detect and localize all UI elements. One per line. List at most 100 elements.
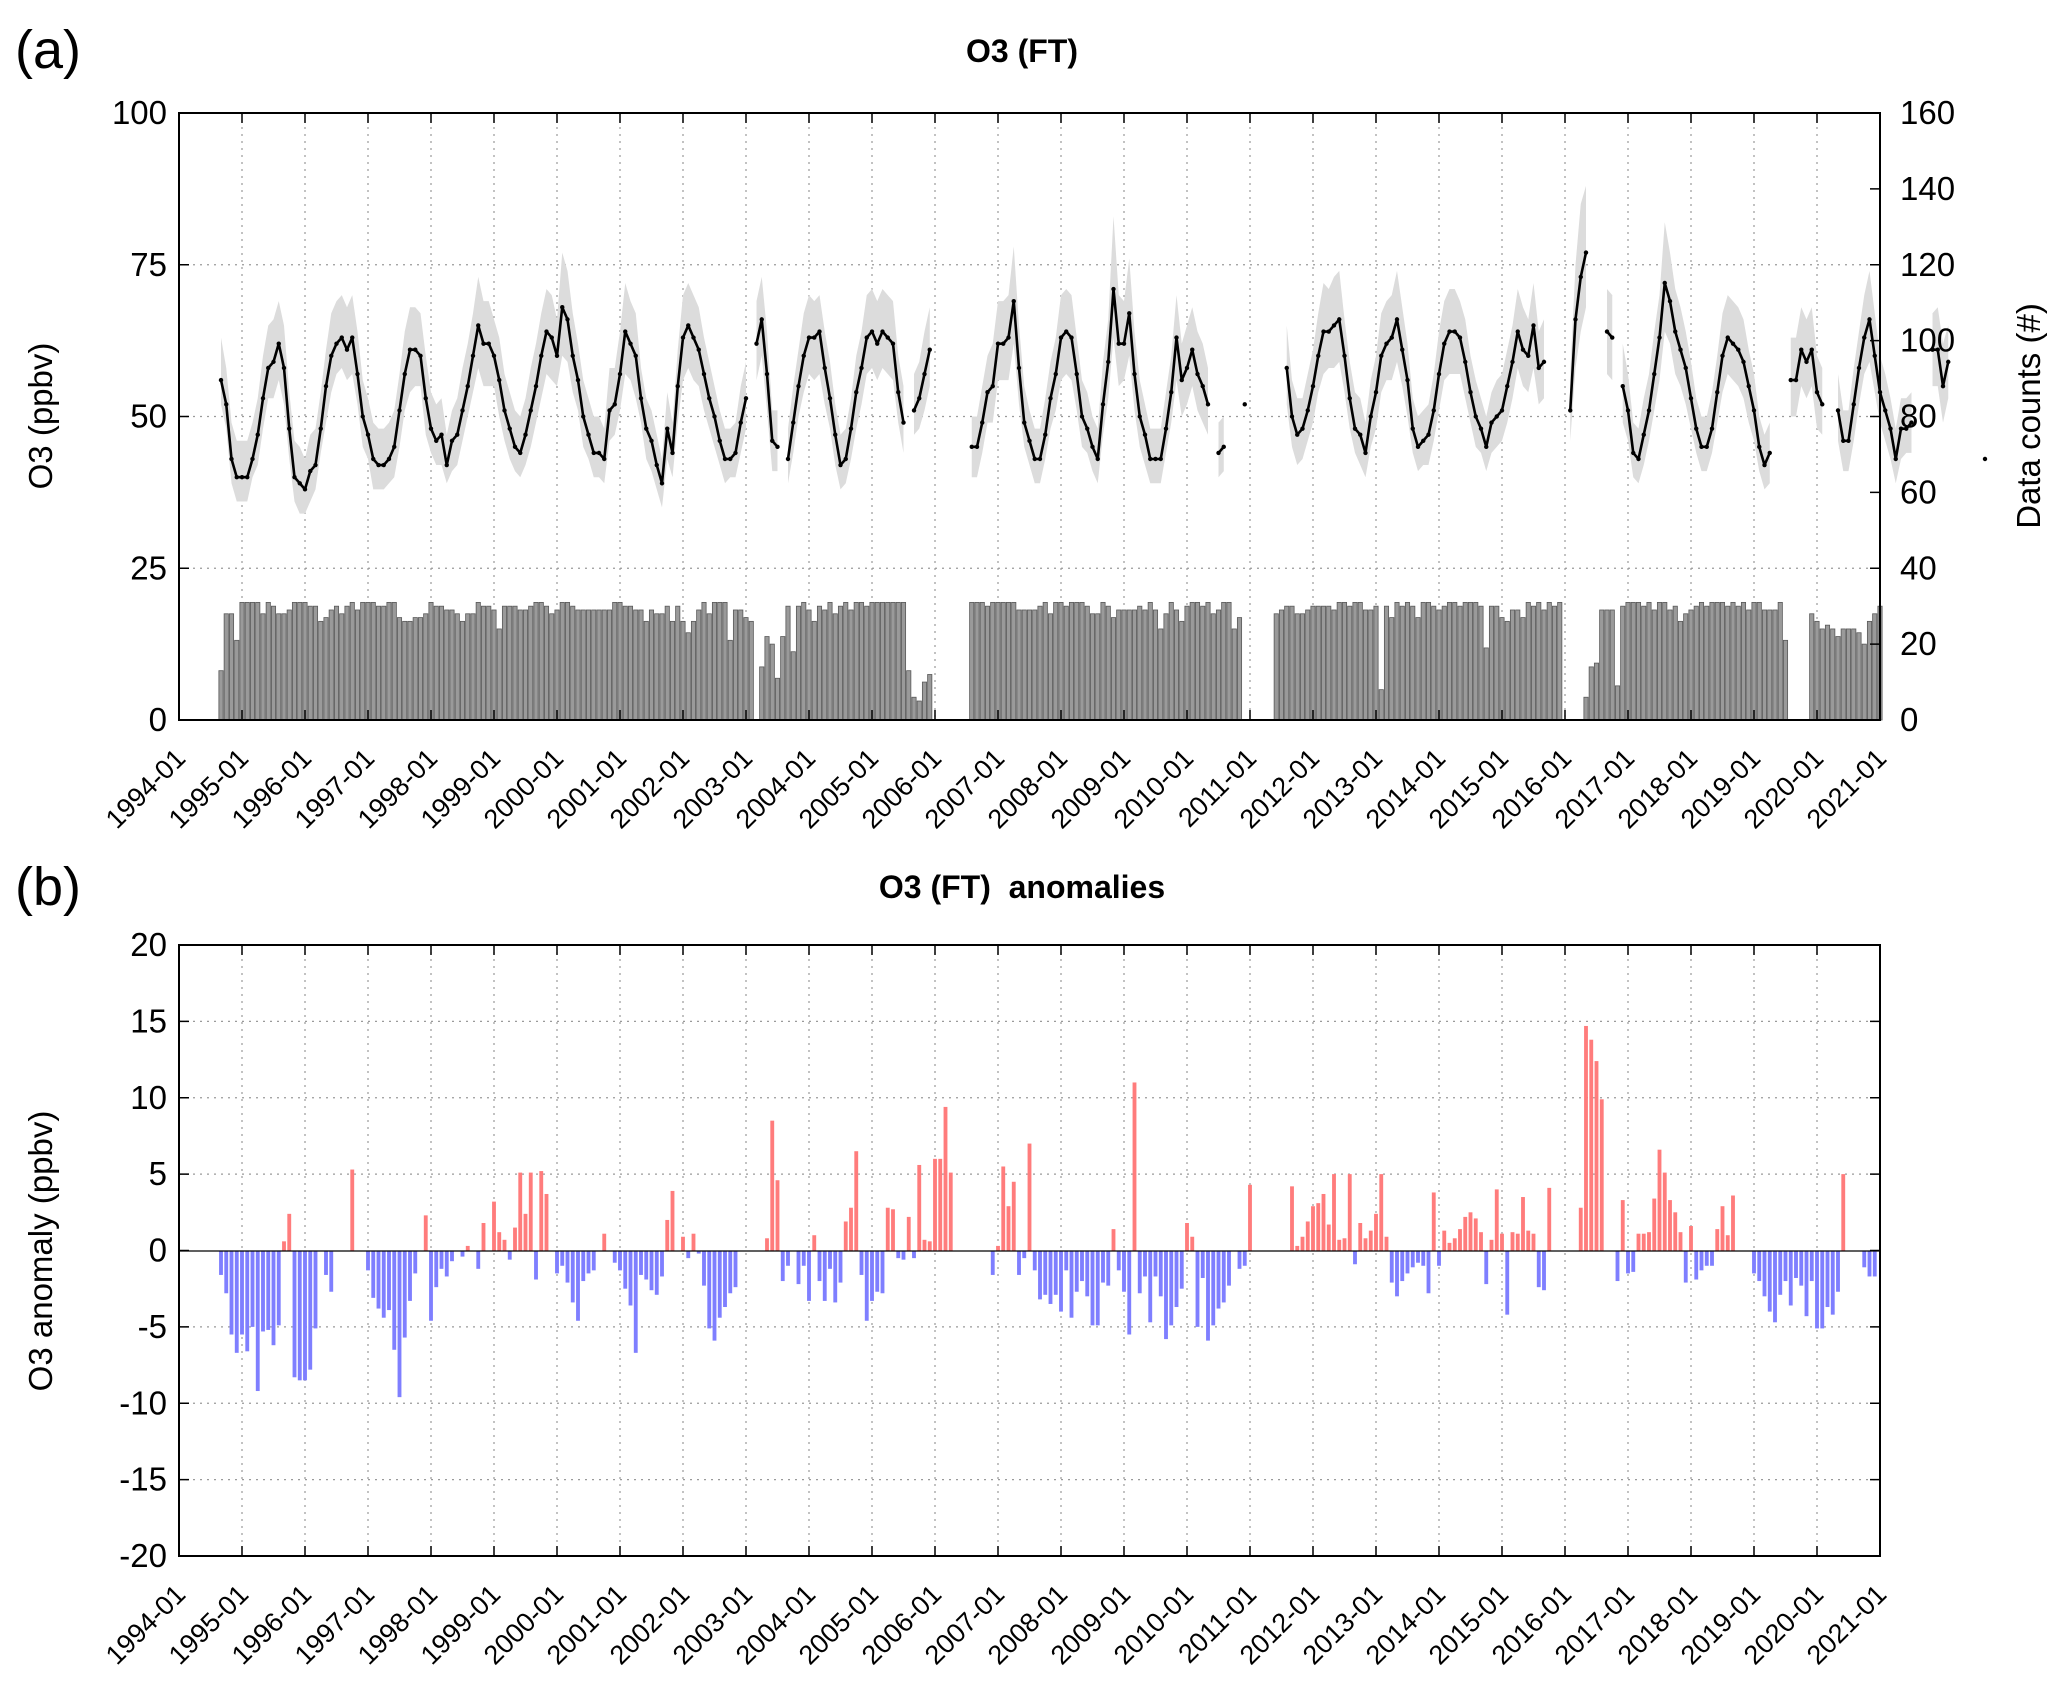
anomaly-bar-negative bbox=[723, 1250, 727, 1308]
count-bar bbox=[1473, 601, 1479, 721]
anomaly-bar-negative bbox=[1783, 1250, 1788, 1282]
anomaly-bar-negative bbox=[1631, 1250, 1636, 1272]
count-bar bbox=[1746, 609, 1752, 721]
spread-band bbox=[1790, 307, 1823, 435]
count-bar bbox=[1226, 601, 1232, 721]
anomaly-bar-negative bbox=[1032, 1250, 1037, 1271]
count-bar bbox=[1698, 601, 1705, 721]
anomaly-bar-negative bbox=[1090, 1250, 1095, 1326]
anomaly-bar-negative bbox=[1206, 1250, 1210, 1341]
count-bar bbox=[1488, 605, 1495, 721]
anomaly-bar-positive bbox=[1620, 1200, 1625, 1251]
count-bar bbox=[1677, 620, 1684, 721]
anomaly-bar-positive bbox=[885, 1207, 890, 1251]
anomaly-bar-positive bbox=[1489, 1239, 1494, 1251]
count-bar bbox=[1394, 601, 1400, 721]
anomaly-bar-positive bbox=[1515, 1233, 1520, 1251]
count-bar bbox=[811, 620, 817, 721]
y2-tick-label: 140 bbox=[1900, 170, 1955, 207]
anomaly-bar-negative bbox=[408, 1250, 412, 1301]
anomaly-bar-negative bbox=[1048, 1250, 1053, 1304]
anomaly-bar-negative bbox=[570, 1250, 575, 1303]
anomaly-bar-negative bbox=[1106, 1250, 1111, 1286]
y2-tick-label: 80 bbox=[1900, 398, 1937, 435]
count-bar bbox=[1625, 601, 1631, 721]
anomaly-bar-positive bbox=[1111, 1229, 1116, 1251]
count-bar bbox=[1095, 613, 1101, 721]
count-bar bbox=[1436, 609, 1442, 721]
anomaly-bar-negative bbox=[1809, 1250, 1814, 1282]
anomaly-bar-negative bbox=[555, 1250, 559, 1274]
count-bar bbox=[1047, 613, 1054, 721]
count-bar bbox=[1525, 601, 1531, 721]
anomaly-bar-negative bbox=[371, 1250, 376, 1298]
anomaly-bar-positive bbox=[906, 1216, 911, 1251]
anomaly-bar-positive bbox=[854, 1151, 859, 1251]
count-bar bbox=[1404, 601, 1411, 721]
count-bar bbox=[974, 601, 980, 721]
anomaly-bar-negative bbox=[639, 1250, 643, 1275]
count-bar bbox=[1772, 609, 1778, 721]
count-bar bbox=[223, 613, 229, 721]
anomaly-bar-negative bbox=[1421, 1250, 1426, 1266]
anomaly-bar-positive bbox=[1531, 1233, 1536, 1251]
anomaly-bar-positive bbox=[1657, 1149, 1662, 1251]
spread-band bbox=[971, 216, 1208, 484]
anomaly-bar-negative bbox=[586, 1250, 591, 1274]
count-bar bbox=[1236, 617, 1243, 721]
count-bar bbox=[459, 620, 466, 721]
count-bar bbox=[333, 605, 340, 721]
count-bar bbox=[386, 601, 392, 721]
anomaly-bar-negative bbox=[859, 1250, 864, 1275]
anomaly-bar-negative bbox=[1237, 1250, 1242, 1269]
count-bar bbox=[1840, 628, 1846, 721]
count-bar bbox=[1053, 601, 1059, 721]
anomaly-bar-negative bbox=[1694, 1250, 1699, 1280]
panel-b-title: O3 (FT) anomalies bbox=[879, 869, 1165, 905]
anomaly-bar-negative bbox=[623, 1250, 628, 1289]
anomaly-bar-positive bbox=[1725, 1235, 1730, 1251]
count-bar bbox=[1730, 601, 1736, 721]
count-bar bbox=[732, 609, 739, 721]
count-bar bbox=[1551, 605, 1558, 721]
anomaly-bar-negative bbox=[686, 1250, 691, 1259]
count-bar bbox=[1604, 609, 1610, 721]
panel-a-title: O3 (FT) bbox=[966, 33, 1078, 69]
count-bar bbox=[979, 601, 985, 721]
anomaly-bar-negative bbox=[1216, 1250, 1221, 1309]
spread-band bbox=[1218, 416, 1224, 478]
count-bar bbox=[1630, 601, 1636, 721]
count-bar bbox=[675, 605, 681, 721]
count-bar bbox=[801, 601, 807, 721]
anomaly-bar-negative bbox=[780, 1250, 785, 1282]
count-bar bbox=[1446, 601, 1453, 721]
count-bar bbox=[470, 613, 476, 721]
anomaly-bar-negative bbox=[261, 1250, 265, 1332]
o3-point bbox=[1242, 402, 1247, 407]
count-bar bbox=[1373, 605, 1379, 721]
count-bar bbox=[407, 620, 413, 721]
count-bar bbox=[564, 601, 571, 721]
count-bar bbox=[1331, 609, 1337, 721]
count-bar bbox=[869, 601, 875, 721]
count-bar bbox=[1068, 601, 1075, 721]
anomaly-bar-negative bbox=[1484, 1250, 1489, 1285]
count-bar bbox=[1431, 605, 1437, 721]
anomaly-bar-negative bbox=[1153, 1250, 1158, 1277]
anomaly-bar-negative bbox=[1683, 1250, 1688, 1283]
anomaly-bar-negative bbox=[633, 1250, 638, 1353]
count-bar bbox=[680, 620, 686, 721]
count-bar bbox=[533, 601, 539, 721]
count-bar bbox=[1205, 601, 1211, 721]
count-bar bbox=[1761, 609, 1768, 721]
anomaly-bar-positive bbox=[1006, 1206, 1011, 1251]
count-bar bbox=[1110, 617, 1117, 721]
count-bar bbox=[1079, 601, 1085, 721]
count-bar bbox=[1583, 696, 1589, 721]
count-bar bbox=[1672, 605, 1678, 721]
count-bar bbox=[1662, 601, 1668, 721]
count-bar bbox=[1425, 601, 1432, 721]
anomaly-bar-positive bbox=[1652, 1198, 1657, 1251]
anomaly-bar-positive bbox=[1447, 1242, 1452, 1251]
count-bar bbox=[690, 620, 697, 721]
